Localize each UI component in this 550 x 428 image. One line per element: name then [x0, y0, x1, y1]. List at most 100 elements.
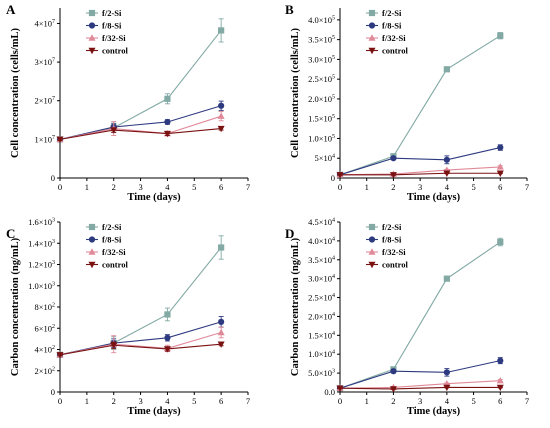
- y-tick-mantissa: 1×10: [34, 134, 52, 144]
- data-point: [56, 136, 64, 144]
- data-point: [497, 238, 504, 246]
- y-tick-mantissa: 1.0×10: [308, 349, 332, 359]
- series-line: [339, 380, 501, 389]
- legend-swatch-marker: [88, 47, 96, 55]
- y-tick-exponent: 4: [332, 293, 335, 299]
- y-tick-exponent: 4: [332, 350, 335, 356]
- x-tick-label: 3: [418, 396, 422, 406]
- y-axis-title: Cell concentration (cells/mL): [290, 27, 301, 158]
- y-tick-label: 1.4×103: [28, 238, 55, 248]
- y-tick-mantissa: 6×10: [34, 323, 52, 333]
- series-control: [336, 384, 504, 393]
- y-tick-mantissa: 4.5×10: [308, 217, 332, 227]
- y-tick-exponent: 5: [332, 75, 335, 81]
- y-tick-label: 2×102: [34, 366, 55, 376]
- legend: f/2-Si f/8-Si f/32-Si control: [366, 8, 408, 56]
- y-tick-exponent: 3: [52, 239, 55, 245]
- y-tick-mantissa: 1.0×10: [308, 133, 332, 143]
- x-tick-label: 6: [498, 182, 502, 192]
- legend-label: control: [382, 46, 408, 56]
- y-tick-mantissa: 4.0×10: [308, 236, 332, 246]
- data-point: [110, 342, 118, 349]
- panel-label: A: [6, 2, 16, 17]
- x-tick-label: 4: [445, 396, 450, 406]
- x-tick-label: 2: [112, 182, 116, 192]
- y-tick-exponent: 7: [52, 135, 55, 141]
- x-tick-label: 0: [338, 182, 342, 192]
- y-tick-label: 1.5×104: [308, 330, 335, 340]
- legend-swatch-marker: [368, 236, 376, 243]
- y-tick-label: 4.0×105: [308, 15, 335, 25]
- y-tick-mantissa: 2.5×10: [308, 74, 332, 84]
- y-tick-label: 5.0×103: [308, 368, 335, 378]
- data-point: [217, 112, 225, 119]
- x-tick-label: 7: [246, 396, 250, 406]
- series-line: [339, 360, 501, 389]
- x-axis-title: Time (days): [407, 406, 461, 417]
- data-point: [443, 384, 451, 392]
- legend-swatch-marker: [368, 22, 376, 29]
- data-point: [496, 376, 504, 384]
- legend-swatch-marker: [88, 34, 96, 41]
- legend: f/2-Si f/8-Si f/32-Si control: [366, 222, 408, 270]
- series-f-2-si: [56, 18, 225, 143]
- x-tick-label: 3: [138, 182, 142, 192]
- x-tick-label: 2: [112, 396, 116, 406]
- y-tick-exponent: 4: [332, 218, 335, 224]
- legend-swatch-marker: [88, 236, 96, 243]
- legend-swatch-marker: [368, 223, 376, 231]
- y-tick-label: 6×102: [34, 323, 55, 333]
- legend-label: f/32-Si: [382, 247, 406, 257]
- y-tick-mantissa: 5×10: [314, 153, 332, 163]
- data-point: [390, 155, 397, 162]
- series-control: [56, 341, 225, 359]
- y-tick-mantissa: 4×10: [34, 18, 52, 28]
- data-point: [110, 127, 118, 134]
- y-tick-exponent: 5: [332, 55, 335, 61]
- series-line: [59, 105, 222, 140]
- y-tick-exponent: 4: [332, 331, 335, 337]
- data-point: [218, 102, 225, 109]
- y-tick-exponent: 2: [52, 324, 55, 330]
- series-line: [340, 172, 501, 176]
- y-tick-label: 1.5×105: [308, 114, 335, 124]
- legend-label: f/8-Si: [102, 21, 122, 31]
- data-point: [218, 27, 225, 34]
- panel-label: B: [285, 2, 294, 17]
- y-tick-mantissa: 5.0×10: [308, 368, 332, 378]
- y-tick-mantissa: 1.6×10: [28, 217, 52, 227]
- legend-label: f/8-Si: [382, 235, 402, 245]
- y-tick-exponent: 5: [332, 114, 335, 120]
- legend-swatch-marker: [368, 47, 376, 55]
- data-point: [217, 341, 225, 348]
- y-tick-label: 1.0×103: [28, 281, 55, 291]
- y-tick-label: 0: [51, 173, 55, 183]
- y-tick-label: 2.0×104: [308, 311, 335, 321]
- x-tick-label: 3: [138, 396, 142, 406]
- y-tick-mantissa: 0: [51, 173, 55, 183]
- y-tick-label: 2×107: [34, 96, 55, 106]
- y-tick-mantissa: 0.0: [324, 387, 335, 397]
- y-tick-exponent: 4: [332, 236, 335, 242]
- data-point: [218, 244, 225, 251]
- y-tick-label: 8×102: [34, 302, 55, 312]
- y-tick-exponent: 4: [332, 255, 335, 261]
- y-tick-exponent: 4: [332, 312, 335, 318]
- y-tick-mantissa: 1.2×10: [28, 260, 52, 270]
- x-tick-label: 0: [58, 182, 62, 192]
- y-tick-mantissa: 4×10: [34, 345, 52, 355]
- series-line: [59, 343, 222, 356]
- x-tick-label: 2: [391, 396, 395, 406]
- series-line: [59, 247, 222, 356]
- legend-swatch-marker: [88, 223, 96, 231]
- series-f-8-si: [336, 357, 504, 392]
- x-tick-label: 5: [192, 396, 196, 406]
- series-f-32-si: [56, 111, 225, 143]
- x-tick-label: 0: [58, 396, 62, 406]
- x-tick-label: 6: [219, 182, 223, 192]
- y-tick-exponent: 3: [52, 218, 55, 224]
- data-point: [217, 328, 225, 336]
- data-point: [164, 95, 171, 102]
- y-tick-label: 0: [331, 173, 335, 183]
